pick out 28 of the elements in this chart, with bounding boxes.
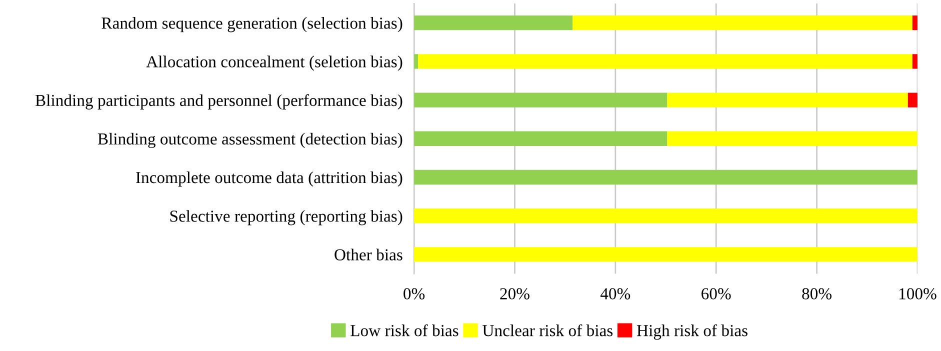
bar [414, 15, 573, 30]
bar [414, 92, 668, 108]
bar [414, 131, 668, 146]
y-tick-label: Selective reporting (reporting bias) [170, 210, 402, 226]
y-tick-label: Incomplete outcome data (attrition bias) [136, 171, 402, 187]
bar [912, 54, 918, 69]
bar [908, 92, 918, 108]
x-tick-label: 60% [702, 288, 731, 300]
y-tick-label: Blinding outcome assessment (detection bias) [98, 132, 402, 148]
y-tick-label: Allocation concealment (seletion bias) [146, 56, 402, 71]
legend-label: Low risk of bias [350, 324, 458, 336]
bar [414, 170, 918, 185]
bar [414, 247, 918, 262]
bar [667, 131, 918, 146]
x-tick-label: 40% [600, 288, 630, 300]
bar [414, 208, 918, 224]
x-tick-label: 0% [404, 288, 425, 300]
y-tick-label: Other bias [334, 248, 402, 260]
y-tick-label: Blinding participants and personnel (performance bias) [35, 94, 402, 110]
bar [418, 54, 912, 69]
bar [572, 15, 912, 30]
x-tick-label: 20% [500, 288, 530, 300]
y-tick-label: Random sequence generation (selection bias) [102, 17, 402, 32]
legend-label: High risk of bias [636, 324, 748, 340]
x-tick-label: 80% [802, 288, 832, 300]
legend-label: Unclear risk of bias [482, 324, 613, 336]
bar [667, 92, 908, 108]
x-tick-label: 100% [900, 288, 936, 300]
